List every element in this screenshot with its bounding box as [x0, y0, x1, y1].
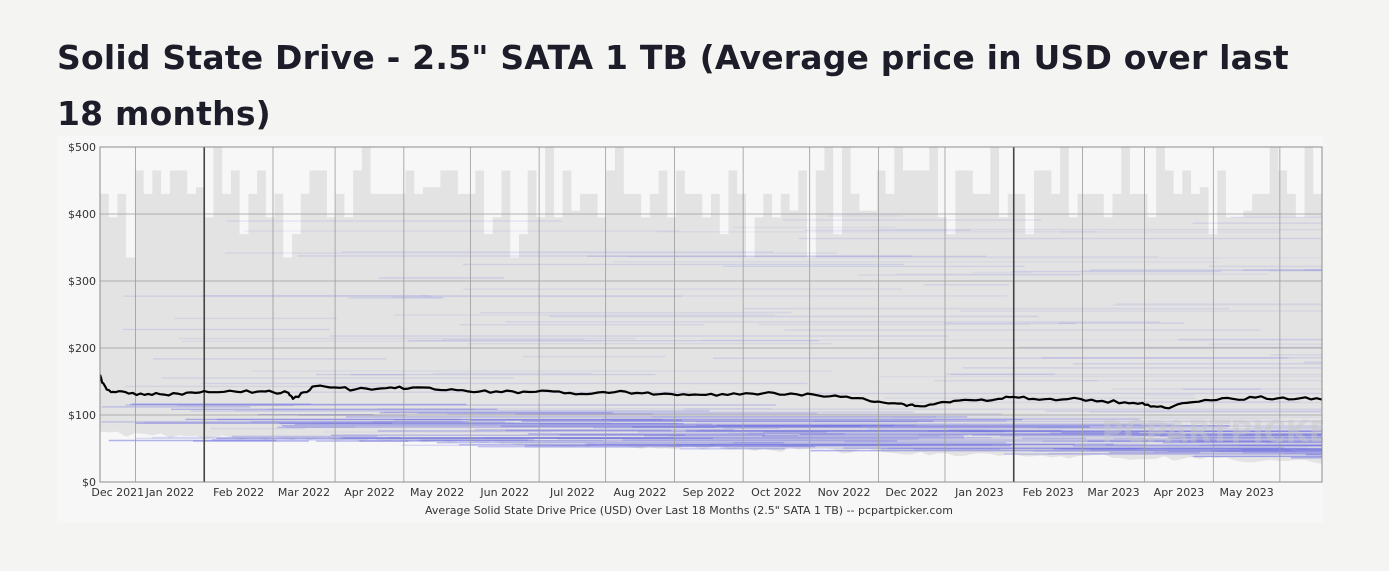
- x-tick-label: Feb 2022: [213, 486, 264, 499]
- x-tick-label: Jan 2022: [145, 486, 194, 499]
- x-tick-label: Jun 2022: [479, 486, 529, 499]
- x-tick-label: Apr 2023: [1154, 486, 1205, 499]
- y-tick-label: $300: [68, 275, 96, 288]
- y-tick-label: $100: [68, 409, 96, 422]
- x-tick-label: Jul 2022: [549, 486, 595, 499]
- x-tick-label: Jan 2023: [954, 486, 1003, 499]
- x-tick-label: Mar 2023: [1087, 486, 1139, 499]
- y-tick-label: $500: [68, 141, 96, 154]
- chart-canvas: PCPARTPICKER $0 $100 $200 $300 $400 $500 Dec …: [68, 141, 1323, 517]
- y-axis-ticks: $0 $100 $200 $300 $400 $500: [68, 141, 96, 489]
- x-tick-label: Oct 2022: [751, 486, 802, 499]
- page-title: Solid State Drive - 2.5" SATA 1 TB (Aver…: [57, 38, 1289, 133]
- x-tick-label: May 2022: [410, 486, 464, 499]
- x-tick-label: Mar 2022: [278, 486, 330, 499]
- plot-frame: [99, 146, 1323, 483]
- price-range-band: [100, 147, 1322, 464]
- x-tick-label: Nov 2022: [818, 486, 871, 499]
- y-tick-label: $400: [68, 208, 96, 221]
- x-tick-label: May 2023: [1219, 486, 1273, 499]
- price-history-chart: PCPARTPICKER $0 $100 $200 $300 $400 $500 Dec …: [57, 136, 1323, 523]
- year-boundary-lines: [203, 147, 1015, 482]
- watermark-text: PCPARTPICKER: [1102, 415, 1323, 450]
- x-tick-label: Dec 2022: [885, 486, 938, 499]
- x-tick-label: Feb 2023: [1023, 486, 1074, 499]
- average-price-line: [100, 374, 1322, 410]
- x-tick-label: Apr 2022: [344, 486, 395, 499]
- y-tick-label: $0: [82, 476, 96, 489]
- y-tick-label: $200: [68, 342, 96, 355]
- x-tick-label: Dec 2021: [91, 486, 144, 499]
- x-tick-label: Aug 2022: [614, 486, 667, 499]
- x-axis-ticks: Dec 2021 Jan 2022 Feb 2022 Mar 2022 Apr 2022…: [91, 486, 1273, 499]
- x-tick-label: Sep 2022: [683, 486, 735, 499]
- listing-price-lines: [101, 215, 1322, 459]
- average-price-series: [100, 374, 1322, 410]
- chart-caption: Average Solid State Drive Price (USD) Ov…: [425, 504, 953, 517]
- price-range-bands: [100, 147, 1322, 464]
